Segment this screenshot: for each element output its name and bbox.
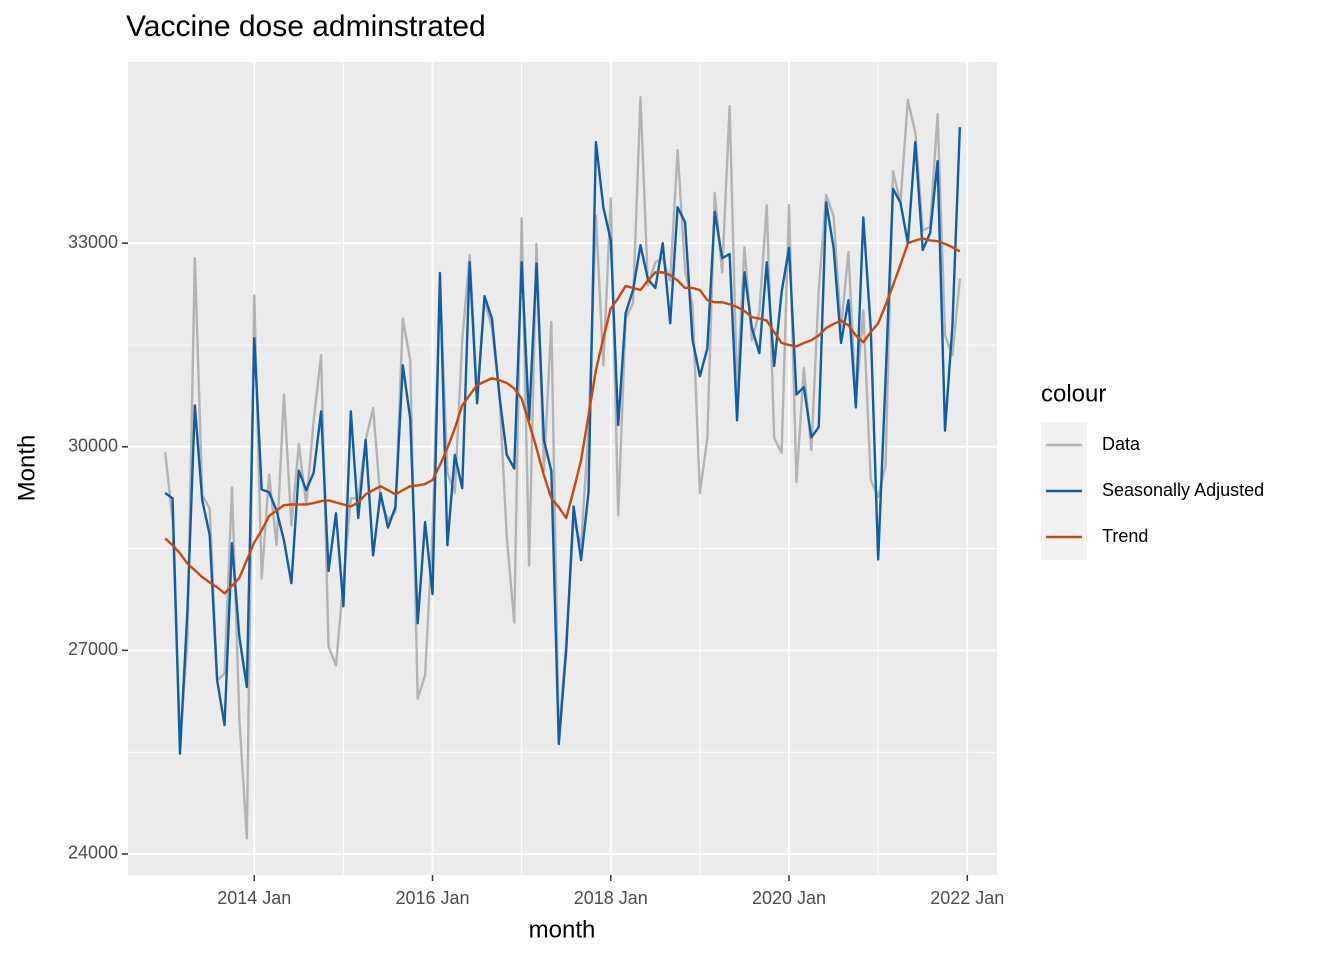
series-line [164,127,962,755]
series-line [164,237,961,595]
x-tick-label: 2022 Jan [930,888,1004,908]
legend-label: Data [1102,434,1141,454]
grid [128,62,997,875]
panel [128,62,997,875]
y-tick-label: 27000 [68,639,118,659]
y-tick-label: 33000 [68,232,118,252]
y-axis-title: Month [13,435,40,502]
x-tick-label: 2014 Jan [217,888,291,908]
axes: 24000 27000 30000 33000 2014 Jan 2016 Jan 2018… [68,232,1004,908]
y-tick-label: 24000 [68,843,118,863]
chart-title: Vaccine dose adminstrated [126,10,486,43]
x-tick-label: 2020 Jan [752,888,826,908]
legend-label: Seasonally Adjusted [1102,480,1264,500]
legend: colour Data Seasonally Adjusted Trend [1041,380,1264,560]
y-tick-label: 30000 [68,436,118,456]
x-axis-title: month [529,916,596,943]
legend-label: Trend [1102,526,1148,546]
x-tick-label: 2016 Jan [395,888,469,908]
marks [163,96,962,840]
x-tick-label: 2018 Jan [574,888,648,908]
legend-title: colour [1041,380,1106,407]
